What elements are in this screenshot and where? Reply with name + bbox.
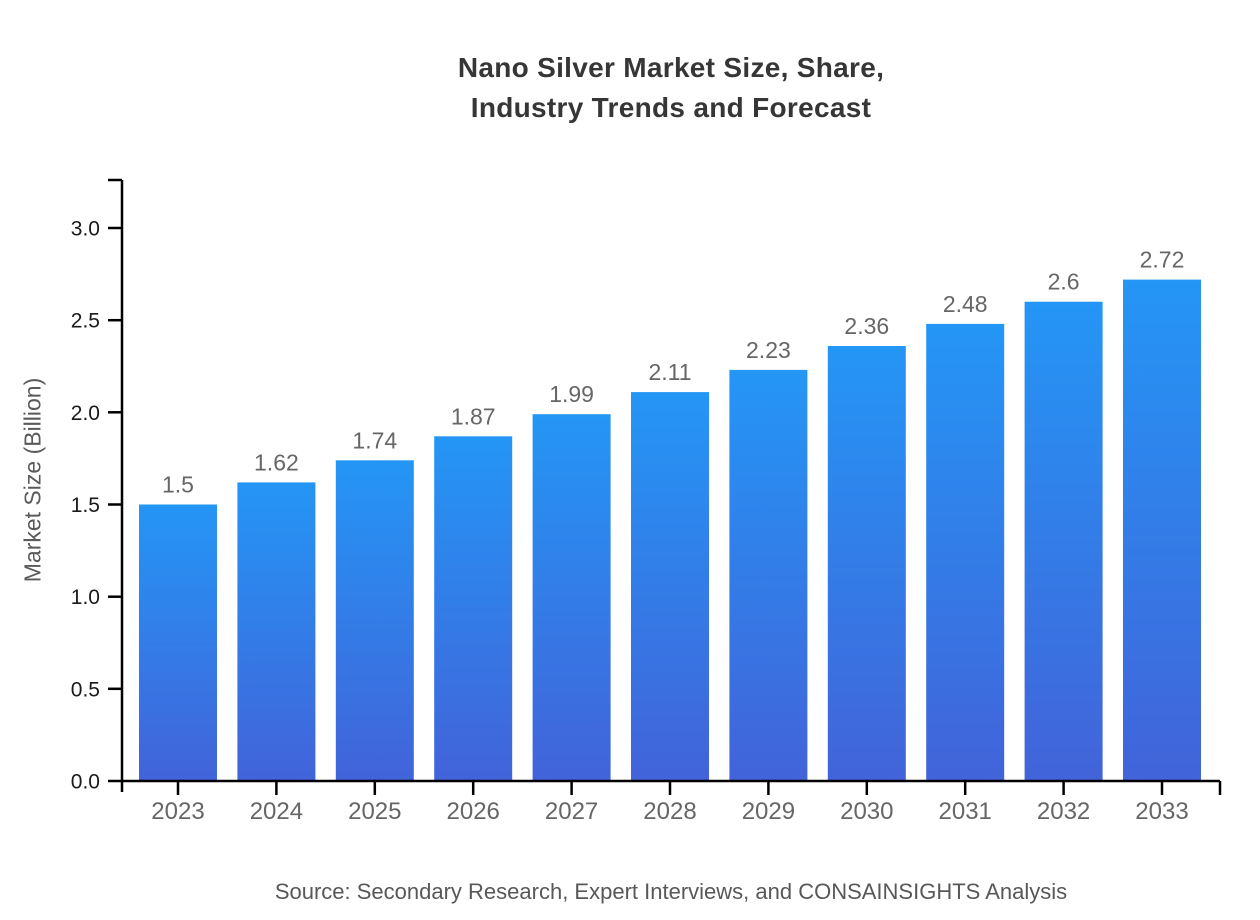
- chart-title-line2: Industry Trends and Forecast: [470, 92, 872, 123]
- bar: [532, 414, 611, 781]
- bar-value-label: 1.62: [254, 449, 299, 475]
- bar-value-label: 2.48: [943, 291, 988, 317]
- bar: [335, 460, 414, 781]
- bar-value-label: 2.72: [1140, 247, 1185, 273]
- bar: [926, 323, 1005, 781]
- x-tick-label: 2026: [447, 798, 500, 825]
- x-tick-label: 2024: [250, 798, 303, 825]
- x-tick-label: 2028: [643, 798, 696, 825]
- bar: [139, 504, 217, 781]
- source-note: Source: Secondary Research, Expert Inter…: [274, 879, 1068, 904]
- chart-title-line1: Nano Silver Market Size, Share,: [457, 52, 885, 83]
- y-tick-label: 0.0: [71, 771, 100, 794]
- y-tick-label: 2.0: [71, 402, 100, 425]
- bar: [631, 392, 709, 781]
- y-tick-label: 1.0: [71, 586, 100, 609]
- bar-value-label: 2.36: [844, 313, 889, 339]
- bar-value-label: 2.23: [746, 337, 791, 363]
- y-tick-label: 1.5: [71, 494, 100, 517]
- bar: [827, 346, 906, 781]
- bar: [729, 369, 808, 781]
- x-tick-label: 2023: [151, 798, 204, 825]
- chart-title: Nano Silver Market Size, Share, Industry…: [122, 48, 1220, 128]
- x-tick-label: 2032: [1037, 798, 1090, 825]
- bar: [1024, 301, 1103, 781]
- bar-value-label: 1.5: [162, 472, 194, 498]
- bar-value-label: 1.99: [549, 381, 594, 407]
- y-tick-label: 2.5: [71, 310, 100, 333]
- y-tick-label: 3.0: [71, 218, 100, 241]
- bar: [237, 482, 316, 781]
- bar-value-label: 2.6: [1048, 269, 1080, 295]
- x-tick-label: 2027: [545, 798, 598, 825]
- bar: [434, 436, 513, 781]
- bar-value-label: 1.87: [451, 403, 496, 429]
- x-tick-label: 2030: [840, 798, 893, 825]
- bar-value-label: 1.74: [352, 427, 397, 453]
- x-tick-label: 2029: [742, 798, 795, 825]
- x-tick-label: 2033: [1135, 798, 1188, 825]
- x-tick-label: 2025: [348, 798, 401, 825]
- bar: [1123, 279, 1201, 781]
- y-tick-label: 0.5: [71, 678, 100, 701]
- x-tick-label: 2031: [939, 798, 992, 825]
- bar-value-label: 2.11: [648, 359, 691, 385]
